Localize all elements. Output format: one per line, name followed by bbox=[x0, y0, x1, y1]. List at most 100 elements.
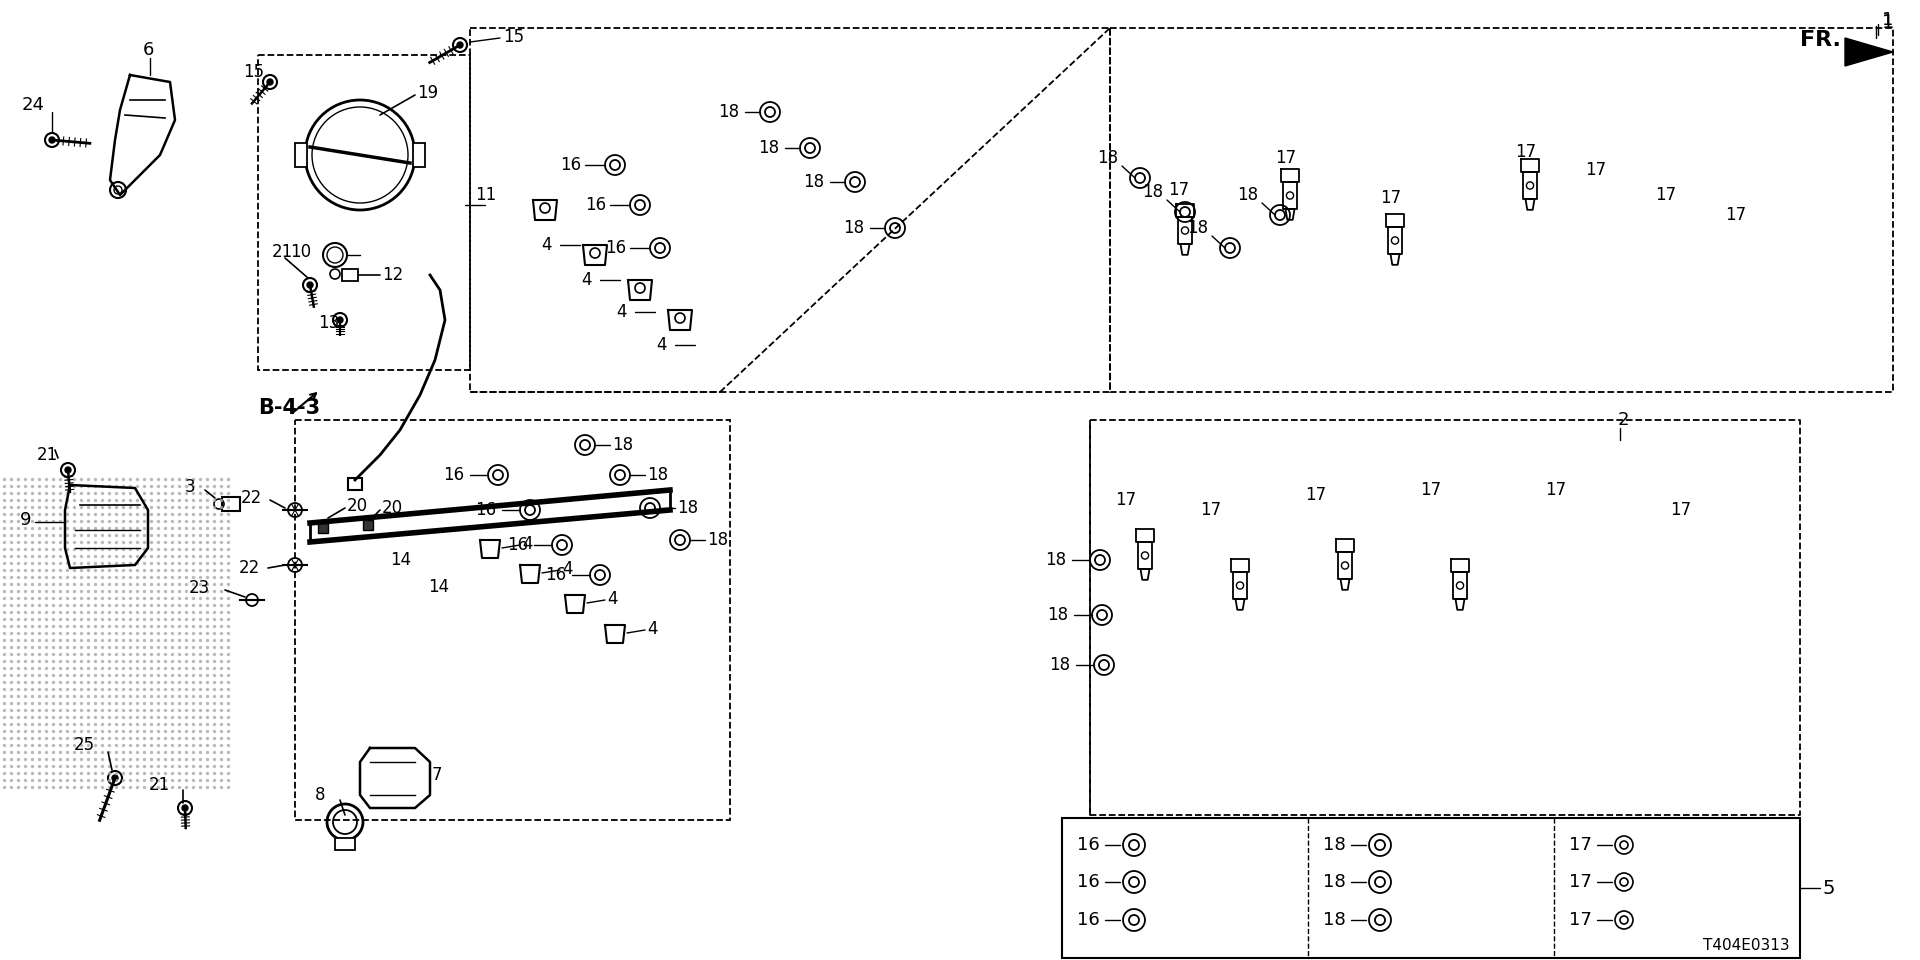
Text: 17: 17 bbox=[1569, 873, 1592, 891]
Text: 25: 25 bbox=[73, 736, 94, 754]
Text: 16: 16 bbox=[561, 156, 582, 174]
Circle shape bbox=[50, 137, 56, 143]
Circle shape bbox=[267, 79, 273, 85]
Text: 11: 11 bbox=[474, 186, 495, 204]
Text: 13: 13 bbox=[319, 314, 340, 332]
Text: 17: 17 bbox=[1116, 491, 1137, 509]
Circle shape bbox=[307, 282, 313, 288]
Text: 17: 17 bbox=[1724, 206, 1745, 224]
Text: 14: 14 bbox=[390, 551, 411, 569]
Text: 15: 15 bbox=[503, 28, 524, 46]
Text: 18: 18 bbox=[1236, 186, 1258, 204]
Text: 22: 22 bbox=[240, 489, 261, 507]
Text: 19: 19 bbox=[417, 84, 438, 102]
Text: 16: 16 bbox=[507, 536, 528, 554]
Text: 17: 17 bbox=[1569, 911, 1592, 929]
Text: 4: 4 bbox=[607, 590, 618, 608]
Text: 14: 14 bbox=[428, 578, 449, 596]
Text: 4: 4 bbox=[616, 303, 628, 321]
Text: 15: 15 bbox=[244, 63, 265, 81]
Text: B-4-3: B-4-3 bbox=[257, 398, 321, 418]
Text: 4: 4 bbox=[582, 271, 591, 289]
Text: 18: 18 bbox=[843, 219, 864, 237]
Text: 4: 4 bbox=[522, 535, 532, 553]
Text: 1: 1 bbox=[1882, 11, 1893, 29]
Text: 17: 17 bbox=[1586, 161, 1607, 179]
Text: 22: 22 bbox=[238, 559, 259, 577]
Text: 17: 17 bbox=[1569, 836, 1592, 854]
Text: 23: 23 bbox=[188, 579, 209, 597]
Text: 18: 18 bbox=[1187, 219, 1208, 237]
Bar bbox=[296, 420, 730, 820]
Circle shape bbox=[338, 317, 344, 323]
Text: 17: 17 bbox=[1200, 501, 1221, 519]
Text: 1: 1 bbox=[1882, 12, 1895, 32]
Text: 24: 24 bbox=[21, 96, 44, 114]
Bar bbox=[319, 523, 328, 533]
Text: 17: 17 bbox=[1380, 189, 1402, 207]
Text: 17: 17 bbox=[1167, 181, 1188, 199]
Text: 16: 16 bbox=[474, 501, 495, 519]
Text: 10: 10 bbox=[290, 243, 311, 261]
Text: 16: 16 bbox=[586, 196, 607, 214]
Text: 18: 18 bbox=[1048, 656, 1069, 674]
Circle shape bbox=[457, 42, 463, 48]
Text: 18: 18 bbox=[647, 466, 668, 484]
Text: 5: 5 bbox=[1822, 878, 1836, 898]
Text: 8: 8 bbox=[315, 786, 324, 804]
Text: 20: 20 bbox=[382, 499, 403, 517]
Text: 9: 9 bbox=[19, 511, 31, 529]
Polygon shape bbox=[1845, 38, 1893, 66]
Text: 17: 17 bbox=[1546, 481, 1567, 499]
Text: 18: 18 bbox=[1046, 606, 1068, 624]
Text: 21: 21 bbox=[148, 776, 171, 794]
Text: 3: 3 bbox=[184, 478, 196, 496]
Bar bbox=[342, 269, 357, 281]
Bar bbox=[223, 497, 240, 511]
Text: 18: 18 bbox=[678, 499, 699, 517]
Text: 17: 17 bbox=[1275, 149, 1296, 167]
Text: 4: 4 bbox=[541, 236, 553, 254]
Bar bbox=[334, 838, 355, 850]
Text: 6: 6 bbox=[142, 41, 154, 59]
Bar bbox=[348, 478, 363, 490]
Text: 18: 18 bbox=[1044, 551, 1066, 569]
Text: 18: 18 bbox=[1323, 836, 1346, 854]
Text: 21: 21 bbox=[36, 446, 58, 464]
Text: 21: 21 bbox=[273, 243, 294, 261]
Text: 4: 4 bbox=[657, 336, 666, 354]
Text: 17: 17 bbox=[1515, 143, 1536, 161]
Text: 18: 18 bbox=[707, 531, 728, 549]
Text: 16: 16 bbox=[444, 466, 465, 484]
Text: T404E0313: T404E0313 bbox=[1703, 938, 1789, 952]
Text: FR.: FR. bbox=[1801, 30, 1841, 50]
Text: 17: 17 bbox=[1670, 501, 1692, 519]
Circle shape bbox=[111, 775, 117, 781]
Text: 18: 18 bbox=[803, 173, 824, 191]
Text: 16: 16 bbox=[1077, 873, 1100, 891]
Bar bbox=[257, 55, 470, 370]
Text: 18: 18 bbox=[1142, 183, 1164, 201]
Text: 18: 18 bbox=[1323, 911, 1346, 929]
Bar bbox=[363, 520, 372, 530]
Text: 18: 18 bbox=[1096, 149, 1117, 167]
Text: 7: 7 bbox=[432, 766, 442, 784]
Text: 17: 17 bbox=[1421, 481, 1442, 499]
Text: 4: 4 bbox=[647, 620, 657, 638]
Circle shape bbox=[182, 805, 188, 811]
Text: 4: 4 bbox=[563, 560, 572, 578]
Text: 2: 2 bbox=[1619, 411, 1630, 429]
Text: 18: 18 bbox=[612, 436, 634, 454]
Text: 16: 16 bbox=[605, 239, 626, 257]
Text: 16: 16 bbox=[545, 566, 566, 584]
Text: 16: 16 bbox=[1077, 836, 1100, 854]
Bar bbox=[470, 28, 1110, 392]
Text: 18: 18 bbox=[718, 103, 739, 121]
Text: 18: 18 bbox=[758, 139, 780, 157]
Text: 18: 18 bbox=[1323, 873, 1346, 891]
Text: 16: 16 bbox=[1077, 911, 1100, 929]
Circle shape bbox=[65, 467, 71, 473]
Bar bbox=[413, 143, 424, 167]
Bar bbox=[296, 143, 307, 167]
Bar bbox=[1062, 818, 1801, 958]
